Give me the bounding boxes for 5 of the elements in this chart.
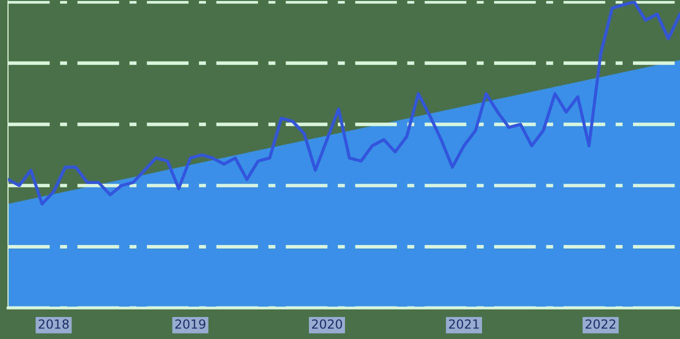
x-tick-label: 2020 [312, 319, 342, 329]
x-tick-label: 2021 [448, 319, 479, 329]
x-tick-label: 2019 [175, 319, 206, 329]
x-tick-label: 2022 [586, 319, 616, 329]
x-tick-label: 2018 [38, 319, 69, 329]
